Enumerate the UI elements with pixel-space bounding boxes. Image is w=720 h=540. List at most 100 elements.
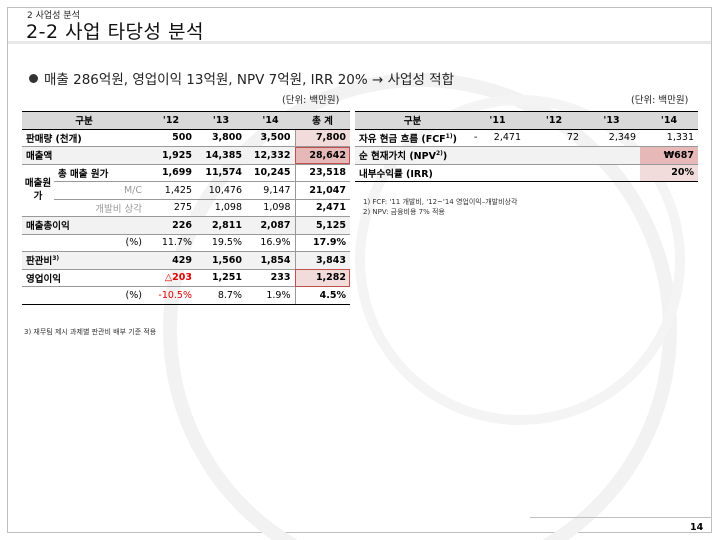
cell: - 2,471 [470, 129, 525, 147]
row-label-text: 자유 현금 흐름 (FCF [359, 133, 446, 145]
empty-cell [583, 146, 640, 164]
cell: 2,087 [246, 216, 296, 234]
table-row: 매출총이익 226 2,811 2,087 5,125 [22, 216, 350, 234]
cell-dash: - [474, 132, 478, 144]
row-label: 매출총이익 [22, 216, 146, 234]
page-title: 2-2 사업 타당성 분석 [26, 21, 205, 43]
empty-cell [583, 163, 640, 182]
cell: 1,699 [146, 163, 196, 182]
empty-cell [525, 163, 583, 182]
cell: 19.5% [196, 233, 246, 252]
col-header: '13 [583, 111, 640, 130]
header-divider [8, 41, 711, 44]
footnote-ref: 3) [52, 255, 60, 263]
table-row: 매출원가 총 매출 원가 1,699 11,574 10,245 23,518 [22, 163, 350, 217]
cell: 2,811 [196, 216, 246, 234]
cell: 1.9% [246, 286, 296, 305]
cell: 11.7% [146, 233, 196, 252]
cell: -10.5% [146, 286, 196, 305]
cell: 17.9% [295, 233, 350, 252]
row-label: 매출액 [22, 146, 146, 164]
table-row: 매출액 1,925 14,385 12,332 28,642 [22, 146, 350, 164]
row-label: 영업이익 [22, 268, 146, 287]
cell: 233 [246, 268, 296, 287]
cell: 10,245 [246, 163, 296, 182]
cell: 20% [640, 163, 698, 182]
table-row: 영업이익 △203 1,251 233 1,282 [22, 268, 350, 287]
cell: 14,385 [196, 146, 246, 164]
col-header: '11 [470, 111, 525, 130]
row-label: 내부수익률 (IRR) [355, 163, 470, 182]
cell: 3,843 [295, 251, 350, 269]
col-header: '14 [640, 111, 698, 130]
row-label: 판관비3) [22, 251, 146, 269]
financial-table: 구분 '12 '13 '14 총 계 판매량 (천개) 500 3,800 3,… [22, 111, 350, 305]
row-label: (%) [22, 286, 146, 305]
table-row: 판관비3) 429 1,560 1,854 3,843 [22, 251, 350, 269]
footnote-ref: 1) [445, 132, 453, 140]
table-row: M/C 1,425 10,476 9,147 21,047 [22, 181, 350, 199]
row-label: M/C [54, 181, 146, 199]
cell: 11,574 [196, 163, 246, 182]
breadcrumb: 2 사업성 분석 [27, 11, 80, 21]
row-label: (%) [22, 233, 146, 252]
cell: 3,500 [246, 129, 296, 147]
table-row: 자유 현금 흐름 (FCF1)) - 2,471 72 2,349 1,331 [355, 129, 698, 147]
cell: 10,476 [196, 181, 246, 199]
slide-frame [7, 7, 712, 533]
row-label: 개발비 상각 [54, 198, 146, 217]
col-header: '12 [525, 111, 583, 130]
row-label-close: ) [442, 151, 448, 163]
cell: 1,251 [196, 268, 246, 287]
cell: 72 [566, 132, 579, 144]
bullet-dot-icon [29, 74, 38, 83]
table-row: 내부수익률 (IRR) 20% [355, 163, 698, 182]
cell: 28,642 [295, 146, 350, 164]
cell: 275 [146, 198, 196, 217]
cell: 1,425 [146, 181, 196, 199]
row-label-close: ) [452, 133, 457, 145]
row-label: 자유 현금 흐름 (FCF1)) [355, 129, 470, 147]
page-number: 14 [690, 522, 704, 533]
summary-bullet: 매출 286억원, 영업이익 13억원, NPV 7억원, IRR 20% → … [29, 68, 454, 88]
cell: 16.9% [246, 233, 296, 252]
cell: 8.7% [196, 286, 246, 305]
cell: 9,147 [246, 181, 296, 199]
row-label-text: 판관비 [26, 256, 53, 268]
col-header: 구분 [22, 111, 146, 130]
cell: 1,854 [246, 251, 296, 269]
col-header: 총 계 [295, 111, 350, 130]
cell: △203 [146, 268, 196, 287]
cell: 500 [172, 132, 192, 144]
table-row: (%) -10.5% 8.7% 1.9% 4.5% [22, 286, 350, 305]
row-label: 판매량 (천개) [26, 133, 82, 145]
footer-divider [530, 517, 712, 518]
row-label: 순 현재가치 (NPV2)) [355, 146, 470, 164]
cell: 23,518 [295, 163, 350, 182]
footnote-ref: 2) [435, 150, 443, 158]
col-header: 구분 [355, 111, 470, 130]
table-row: 판매량 (천개) 500 3,800 3,500 7,800 [22, 129, 350, 147]
cell-value: 2,471 [493, 132, 521, 144]
cell: 2,349 [608, 132, 636, 144]
group-label: 매출원가 [22, 163, 54, 217]
cell: 3,800 [211, 132, 242, 144]
col-header: '14 [246, 111, 295, 130]
cell: 226 [146, 216, 196, 234]
right-unit-label: (단위: 백만원) [631, 95, 689, 106]
cell: 429 [146, 251, 196, 269]
table-row: (%) 11.7% 19.5% 16.9% 17.9% [22, 233, 350, 252]
cell: 1,098 [246, 198, 296, 217]
table-header-row: 구분 '11 '12 '13 '14 [355, 111, 698, 130]
valuation-table: 구분 '11 '12 '13 '14 자유 현금 흐름 (FCF1)) - 2,4… [355, 111, 698, 182]
cell: 1,331 [666, 132, 694, 144]
col-header: '13 [196, 111, 246, 130]
summary-text: 매출 286억원, 영업이익 13억원, NPV 7억원, IRR 20% → … [44, 72, 454, 88]
table-header-row: 구분 '12 '13 '14 총 계 [22, 111, 350, 130]
empty-cell [470, 146, 525, 164]
cell: 1,098 [196, 198, 246, 217]
col-header: '12 [146, 111, 196, 130]
cell: 5,125 [295, 216, 350, 234]
cell: 21,047 [295, 181, 350, 199]
cell: 1,925 [146, 146, 196, 164]
